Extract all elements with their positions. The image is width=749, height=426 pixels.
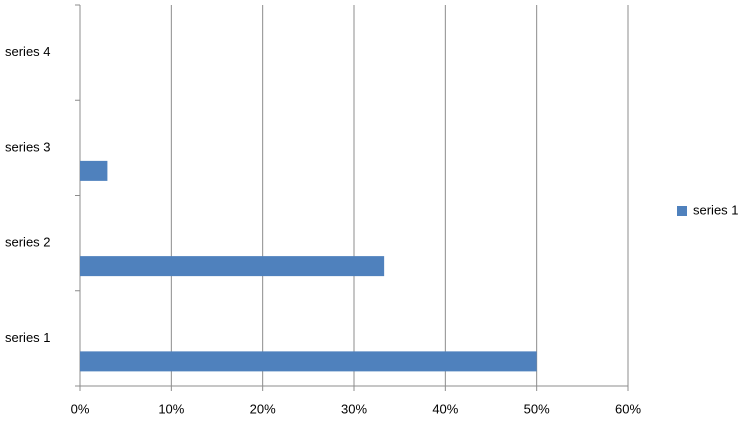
x-tick-label: 50%	[524, 401, 550, 416]
x-tick-label: 30%	[341, 401, 367, 416]
bar	[80, 160, 108, 181]
x-tick-label: 40%	[432, 401, 458, 416]
y-tick-label: series 2	[5, 235, 51, 250]
x-tick-label: 10%	[158, 401, 184, 416]
x-tick-label: 20%	[250, 401, 276, 416]
legend-label: series 1	[693, 202, 739, 217]
y-tick-label: series 4	[5, 44, 51, 59]
y-tick-label: series 3	[5, 139, 51, 154]
bar	[80, 256, 385, 277]
legend-swatch	[677, 206, 687, 216]
bar	[80, 351, 537, 372]
x-tick-label: 0%	[71, 401, 90, 416]
x-tick-label: 60%	[615, 401, 641, 416]
y-tick-label: series 1	[5, 330, 51, 345]
